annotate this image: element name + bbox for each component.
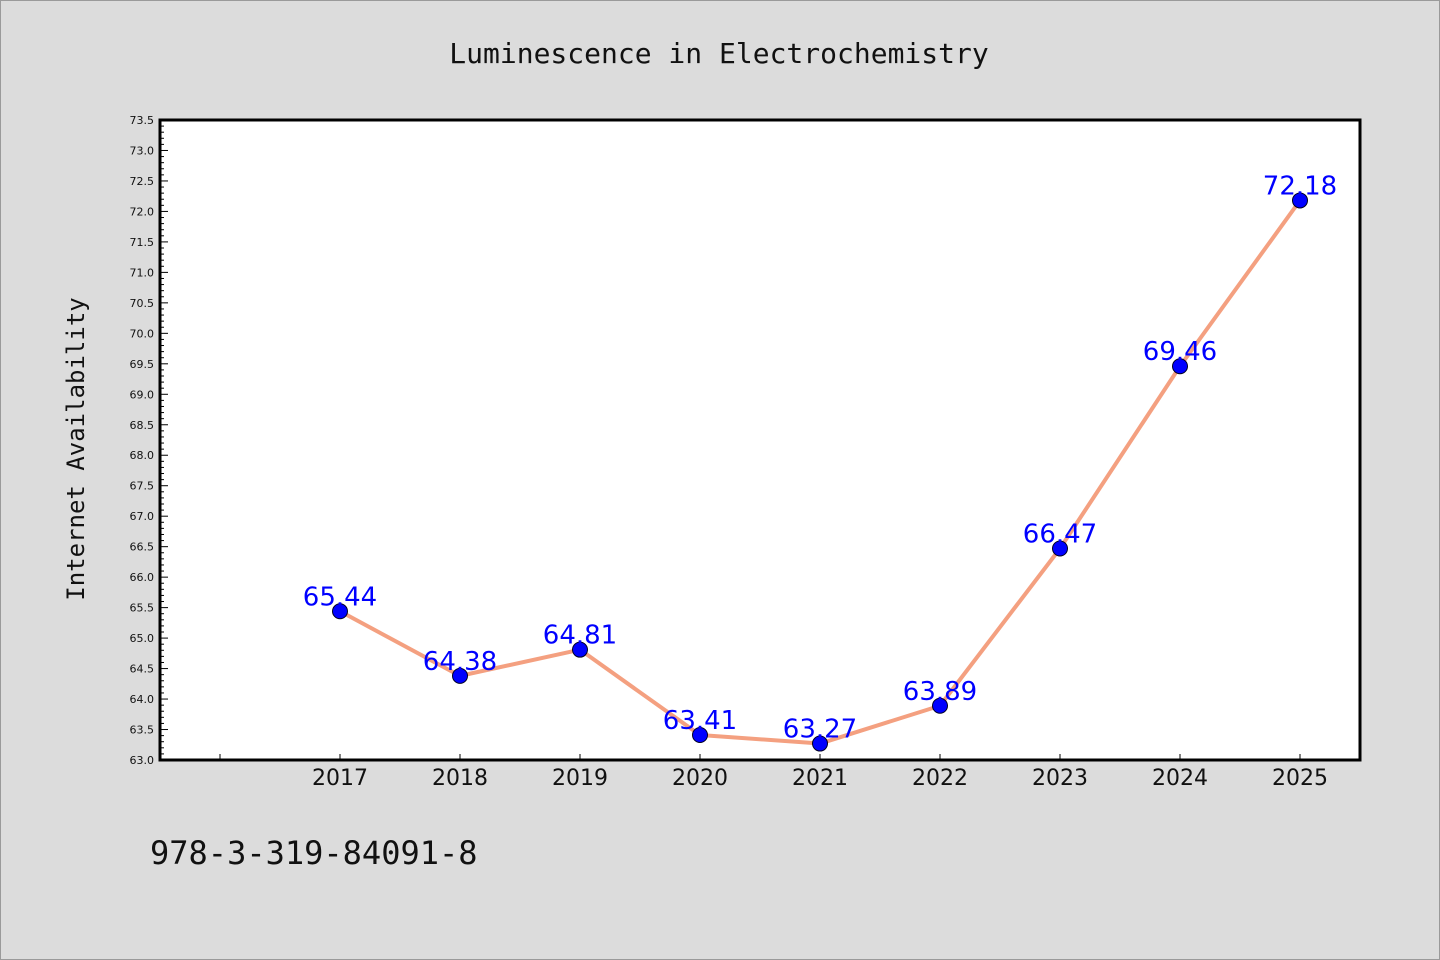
- x-tick-label: 2017: [312, 766, 368, 791]
- y-tick-label: 73.0: [130, 144, 155, 157]
- y-tick-label: 65.0: [130, 632, 155, 645]
- y-tick-label: 70.0: [130, 327, 155, 340]
- x-tick-label: 2023: [1032, 766, 1088, 791]
- y-tick-label: 67.0: [130, 510, 155, 523]
- y-tick-label: 69.5: [130, 358, 155, 371]
- data-label: 64.38: [423, 647, 497, 677]
- y-tick-label: 70.5: [130, 297, 155, 310]
- footnote-isbn: 978-3-319-84091-8: [150, 834, 478, 872]
- y-tick-label: 63.0: [130, 754, 155, 767]
- data-point: [1292, 192, 1308, 209]
- y-tick-label: 69.0: [130, 388, 155, 401]
- y-tick-label: 63.5: [130, 724, 155, 737]
- data-point: [452, 667, 468, 684]
- y-tick-label: 72.0: [130, 205, 155, 218]
- data-label: 66.47: [1023, 519, 1097, 549]
- x-tick-label: 2021: [792, 766, 848, 791]
- series-line: [332, 192, 1308, 752]
- data-point: [1052, 540, 1068, 557]
- data-label: 65.44: [303, 582, 377, 612]
- x-tick-label: 2018: [432, 766, 488, 791]
- x-tick-label: 2024: [1152, 766, 1208, 791]
- chart-title: Luminescence in Electrochemistry: [449, 37, 988, 70]
- y-tick-label: 64.5: [130, 663, 155, 676]
- y-tick-label: 67.5: [130, 480, 155, 493]
- data-point: [932, 697, 948, 714]
- data-point: [1172, 358, 1188, 375]
- data-point: [572, 641, 588, 658]
- y-tick-label: 66.0: [130, 571, 155, 584]
- data-label: 69.46: [1143, 337, 1217, 367]
- data-label: 63.27: [783, 715, 857, 745]
- y-tick-label: 65.5: [130, 602, 155, 615]
- data-labels: 65.44 64.38 64.81 63.41 63.27 63.89 66.47 69.46…: [303, 171, 1337, 744]
- plot-area: [158, 118, 1362, 762]
- y-tick-label: 72.5: [130, 175, 155, 188]
- data-label: 63.41: [663, 706, 737, 736]
- x-tick-label: 2019: [552, 766, 608, 791]
- x-tick-label: 2025: [1272, 766, 1328, 791]
- y-tick-label: 68.5: [130, 419, 155, 432]
- y-tick-label: 71.5: [130, 236, 155, 249]
- x-tick-label: 2020: [672, 766, 728, 791]
- y-tick-label: 66.5: [130, 541, 155, 554]
- data-label: 72.18: [1263, 171, 1337, 201]
- data-point: [692, 727, 708, 744]
- data-label: 64.81: [543, 621, 617, 651]
- x-tick-label: 2022: [912, 766, 968, 791]
- y-tick-label: 73.5: [130, 114, 155, 127]
- data-point: [812, 735, 828, 752]
- x-axis: 2017 2018 2019 2020 2021 2022 2023 2024 2025: [219, 754, 1328, 791]
- y-tick-label: 64.0: [130, 693, 155, 706]
- data-point: [332, 603, 348, 620]
- y-axis: 63.0 63.5 64.0 64.5 65.0 65.5 66.0 66.5 67.0 67.5…: [130, 114, 168, 767]
- y-tick-label: 68.0: [130, 449, 155, 462]
- y-axis-label: Internet Availability: [62, 297, 90, 600]
- data-label: 63.89: [903, 677, 977, 707]
- y-tick-label: 71.0: [130, 266, 155, 279]
